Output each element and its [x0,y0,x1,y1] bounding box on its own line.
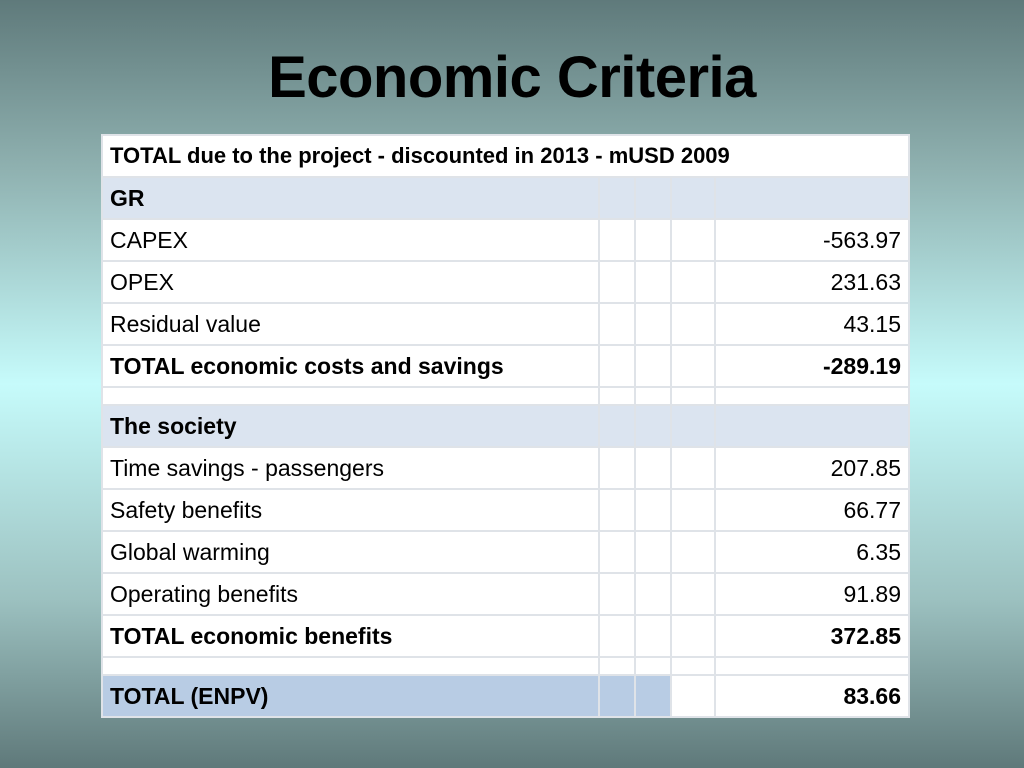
row-value: 231.63 [714,260,910,304]
spacer-row [101,656,910,676]
row-value: 66.77 [714,488,910,532]
row-label: Safety benefits [101,488,600,532]
row-value: 372.85 [714,614,910,658]
row-label: TOTAL economic costs and savings [101,344,600,388]
row-value: 6.35 [714,530,910,574]
table-row: OPEX 231.63 [101,260,910,304]
row-value: 207.85 [714,446,910,490]
row-label: TOTAL economic benefits [101,614,600,658]
table-row: CAPEX -563.97 [101,218,910,262]
table-row: Residual value 43.15 [101,302,910,346]
economic-criteria-table: TOTAL due to the project - discounted in… [101,134,910,718]
table-header-row: TOTAL due to the project - discounted in… [101,134,910,178]
row-label: OPEX [101,260,600,304]
table-row: Safety benefits 66.77 [101,488,910,532]
row-label: Operating benefits [101,572,600,616]
subtotal-row-costs: TOTAL economic costs and savings -289.19 [101,344,910,388]
row-value: 43.15 [714,302,910,346]
table-row: Operating benefits 91.89 [101,572,910,616]
row-label: Time savings - passengers [101,446,600,490]
section-row-society: The society [101,404,910,448]
subtotal-row-benefits: TOTAL economic benefits 372.85 [101,614,910,658]
table-row: Time savings - passengers 207.85 [101,446,910,490]
section-title: GR [101,176,600,220]
row-value: -289.19 [714,344,910,388]
table-row: Global warming 6.35 [101,530,910,574]
slide-title: Economic Criteria [268,45,756,110]
section-row-gr: GR [101,176,910,220]
row-label: Global warming [101,530,600,574]
section-title: The society [101,404,600,448]
spacer-row [101,386,910,406]
table-header: TOTAL due to the project - discounted in… [101,134,910,178]
row-label: Residual value [101,302,600,346]
row-label: CAPEX [101,218,600,262]
grand-total-value: 83.66 [714,674,910,718]
grand-total-label: TOTAL (ENPV) [101,674,600,718]
grand-total-row: TOTAL (ENPV) 83.66 [101,674,910,718]
row-value: -563.97 [714,218,910,262]
row-value: 91.89 [714,572,910,616]
